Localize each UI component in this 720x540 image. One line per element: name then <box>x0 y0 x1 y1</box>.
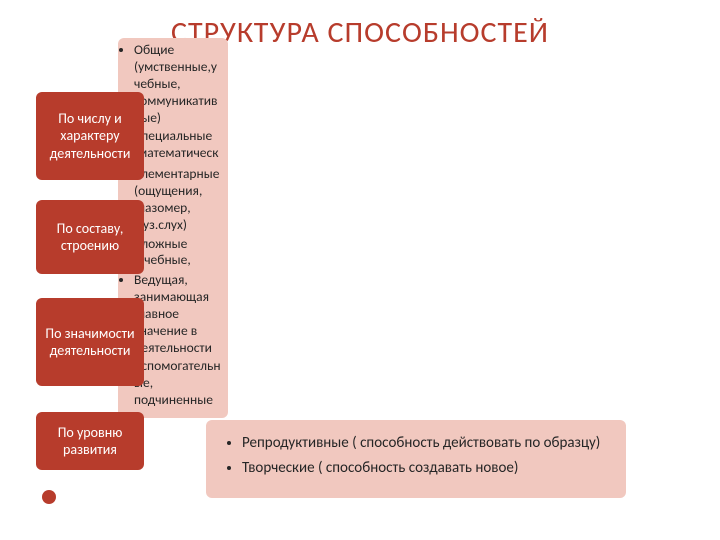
category-box-3: По уровню развития <box>36 412 144 470</box>
category-label: По уровню развития <box>42 424 138 459</box>
category-label: По значимости деятельности <box>42 325 138 360</box>
desc-item: Творческие ( способность создавать новое… <box>242 459 608 478</box>
accent-dot <box>42 490 56 504</box>
category-label: По составу, строению <box>42 220 138 255</box>
desc-item: Ведущая, занимающая главное значение в д… <box>134 272 222 356</box>
category-box-1: По составу, строению <box>36 200 144 274</box>
category-box-0: По числу и характеру деятельности <box>36 92 144 180</box>
desc-item: Репродуктивные ( способность действовать… <box>242 434 608 453</box>
desc-item: Общие (умственные,учебные, коммуникативн… <box>134 42 222 126</box>
category-label: По числу и характеру деятельности <box>42 110 138 163</box>
category-box-2: По значимости деятельности <box>36 298 144 386</box>
desc-item: Элементарные (ощущения, глазомер, муз.сл… <box>134 166 222 234</box>
slide: СТРУКТУРА СПОСОБНОСТЕЙ По числу и характ… <box>0 0 720 540</box>
desc-box-3: Репродуктивные ( способность действовать… <box>206 420 626 498</box>
desc-item: Вспомогательные, подчиненные <box>134 358 222 409</box>
desc-list: Репродуктивные ( способность действовать… <box>218 434 614 478</box>
